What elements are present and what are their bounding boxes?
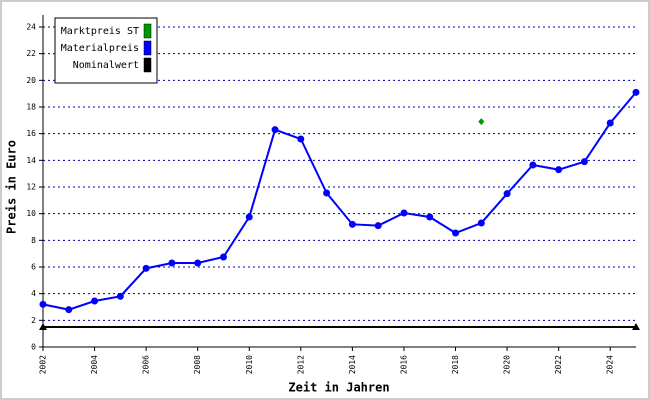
point (91, 297, 99, 305)
point (39, 300, 47, 308)
x-tick-label: 2020 (503, 355, 512, 374)
point (65, 306, 73, 314)
point (348, 220, 356, 228)
point (400, 209, 408, 217)
series-line (42, 91, 637, 311)
point (580, 158, 588, 166)
legend-label: Materialpreis (61, 43, 139, 54)
y-tick-label: 12 (26, 183, 36, 192)
point (142, 264, 150, 272)
y-tick-label: 14 (26, 156, 36, 165)
legend-label: Nominalwert (73, 60, 139, 71)
point (374, 222, 382, 230)
point (194, 259, 202, 267)
point (245, 213, 253, 221)
legend-box (54, 17, 158, 84)
point (116, 292, 124, 300)
legend-swatch (143, 57, 152, 73)
x-axis-label: Zeit in Jahren (288, 381, 389, 395)
x-tick-label: 2022 (554, 355, 563, 374)
x-tick-label: 2006 (142, 355, 151, 374)
y-tick-label: 2 (31, 316, 36, 325)
point (219, 253, 227, 261)
point (632, 323, 640, 330)
y-tick-label: 24 (26, 23, 36, 32)
point (529, 161, 537, 169)
y-tick-label: 4 (31, 289, 36, 298)
point (452, 229, 460, 237)
x-tick-label: 2016 (399, 355, 408, 374)
y-tick-label: 22 (26, 49, 36, 58)
point (271, 126, 279, 134)
y-tick-label: 18 (26, 103, 36, 112)
point (632, 88, 640, 96)
point (323, 189, 331, 197)
legend-label: Marktpreis ST (61, 26, 139, 37)
point (168, 259, 176, 267)
x-tick-label: 2008 (193, 355, 202, 374)
y-tick-label: 20 (26, 76, 36, 85)
x-tick-label: 2018 (451, 355, 460, 374)
point (426, 213, 434, 221)
point (39, 323, 47, 330)
x-tick-label: 2024 (606, 355, 615, 374)
legend-swatch (143, 23, 152, 39)
point (503, 190, 511, 198)
x-tick-label: 2004 (90, 355, 99, 374)
legend: Marktpreis ST Materialpreis Nominalwert (54, 17, 158, 84)
y-tick-label: 8 (31, 236, 36, 245)
point (606, 119, 614, 127)
x-tick-label: 2014 (348, 355, 357, 374)
x-tick-label: 2002 (39, 355, 48, 374)
y-tick-label: 0 (31, 343, 36, 352)
point (477, 219, 485, 227)
y-tick-label: 10 (26, 209, 36, 218)
legend-swatch (143, 40, 152, 56)
point (478, 118, 485, 126)
y-tick-label: 6 (31, 263, 36, 272)
point (297, 135, 305, 143)
x-tick-label: 2012 (296, 355, 305, 374)
point (555, 166, 563, 174)
y-axis-label: Preis in Euro (5, 140, 19, 234)
x-tick-label: 2010 (245, 355, 254, 374)
y-tick-label: 16 (26, 129, 36, 138)
